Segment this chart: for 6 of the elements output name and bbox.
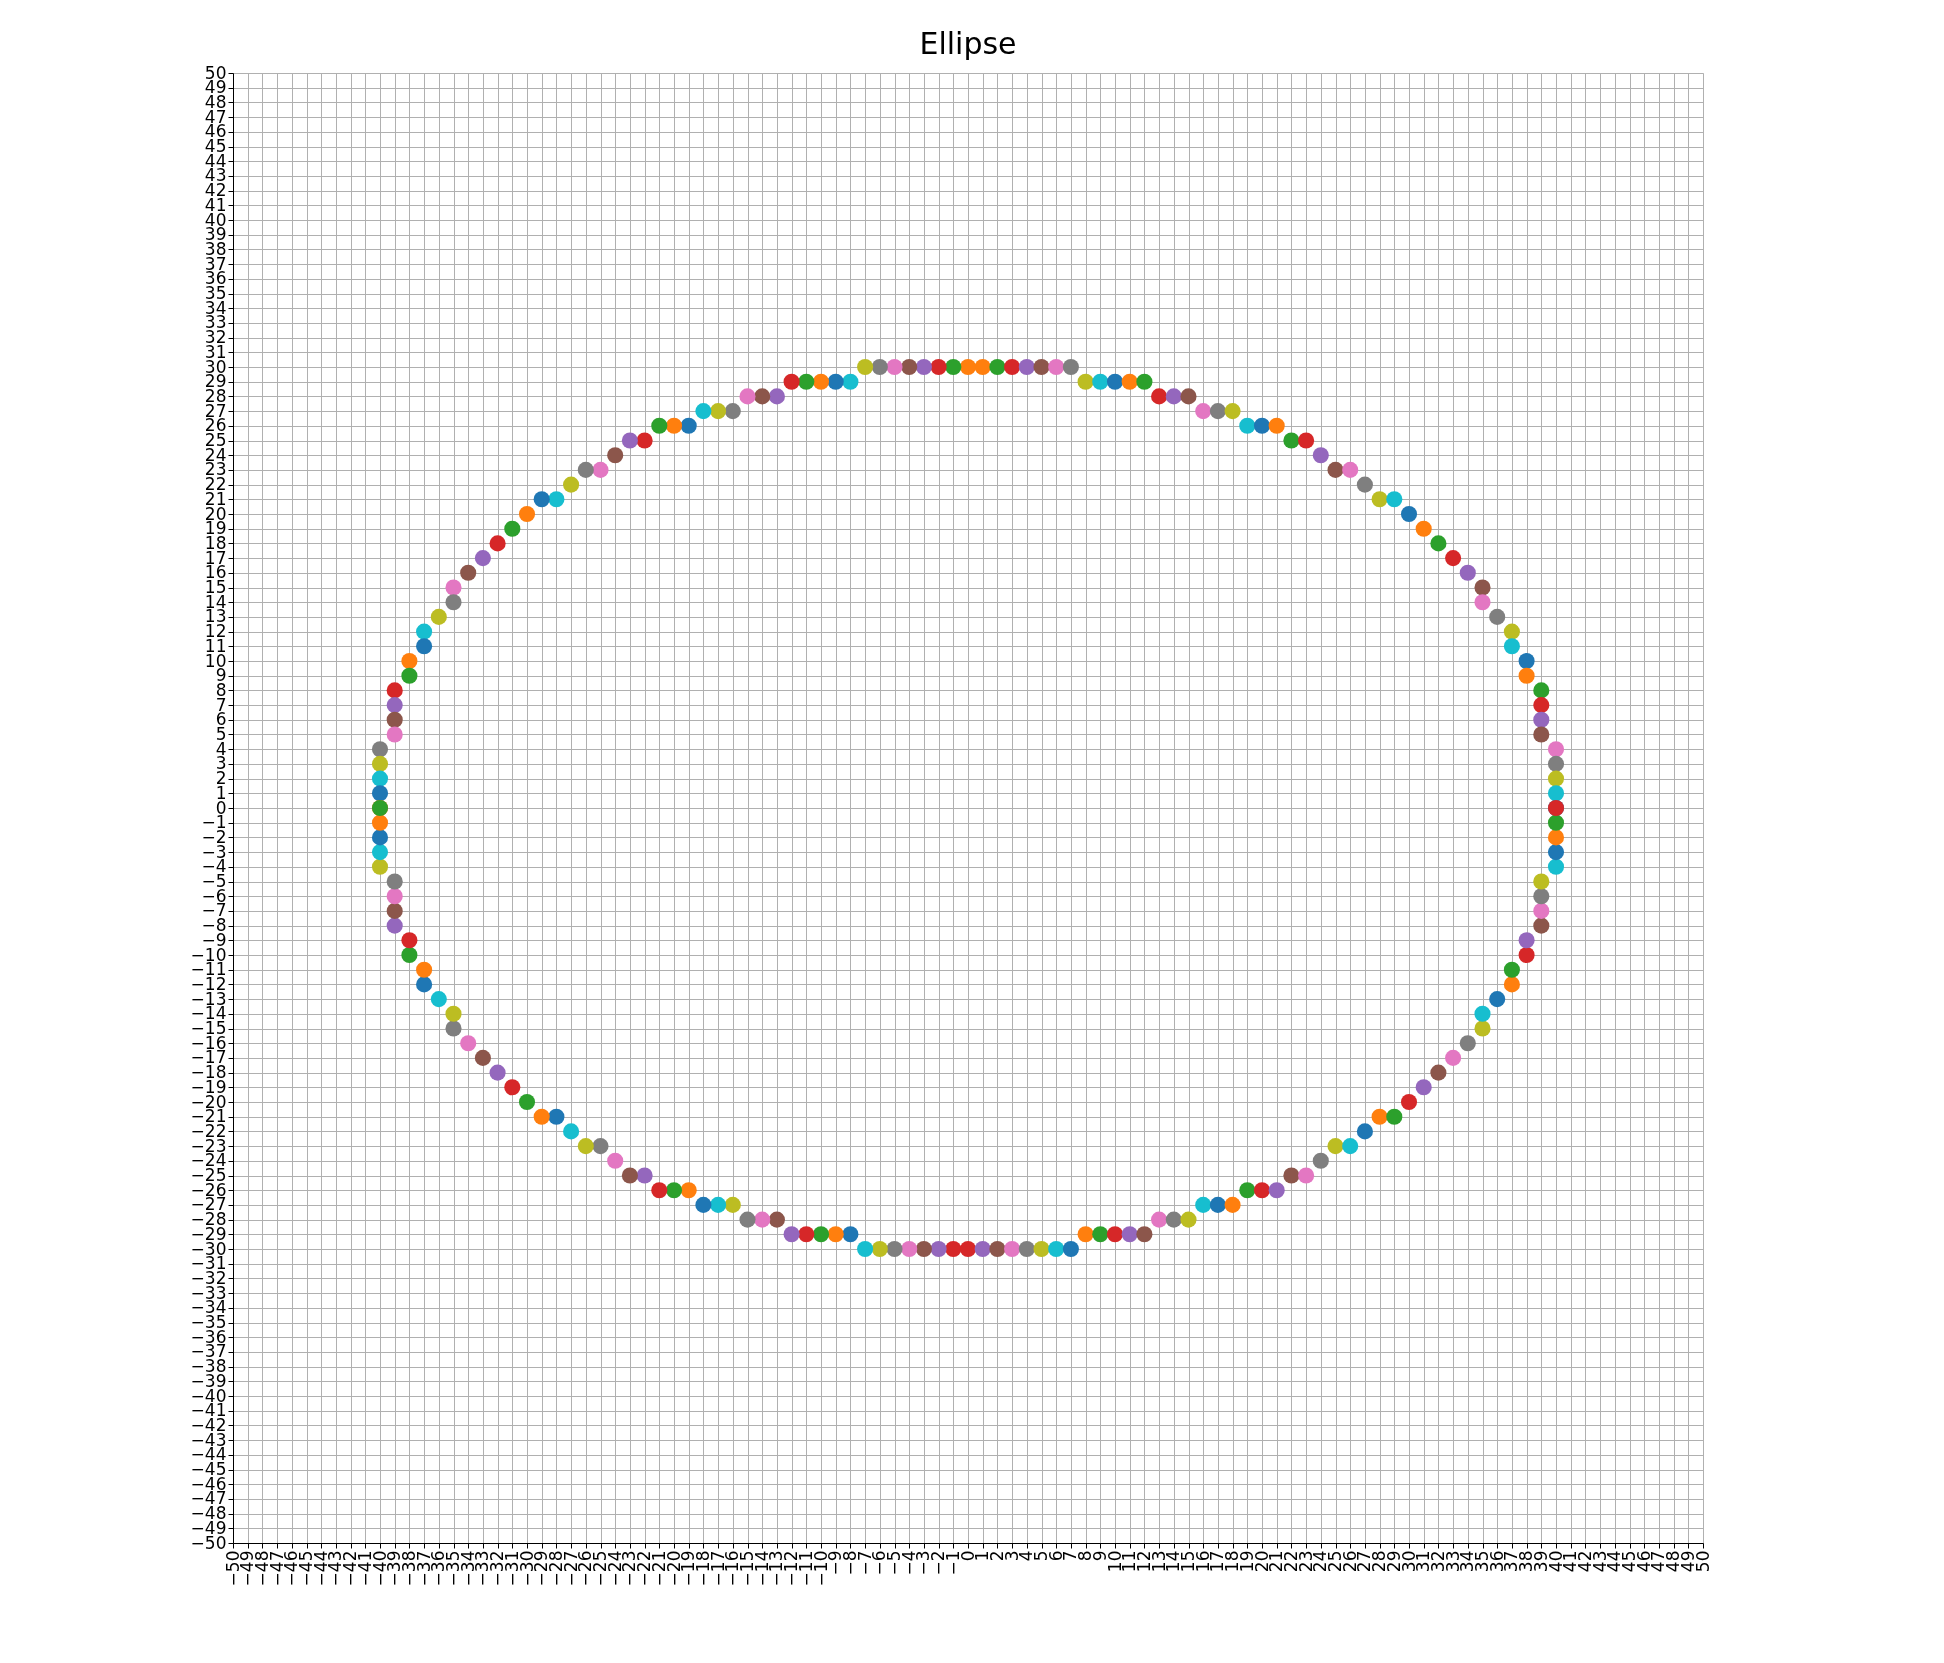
point bbox=[1106, 1226, 1124, 1243]
point bbox=[959, 1240, 977, 1258]
point bbox=[1518, 946, 1535, 964]
point bbox=[1400, 1093, 1418, 1111]
chart-title: Ellipse bbox=[919, 26, 1017, 61]
point bbox=[1253, 1182, 1271, 1199]
